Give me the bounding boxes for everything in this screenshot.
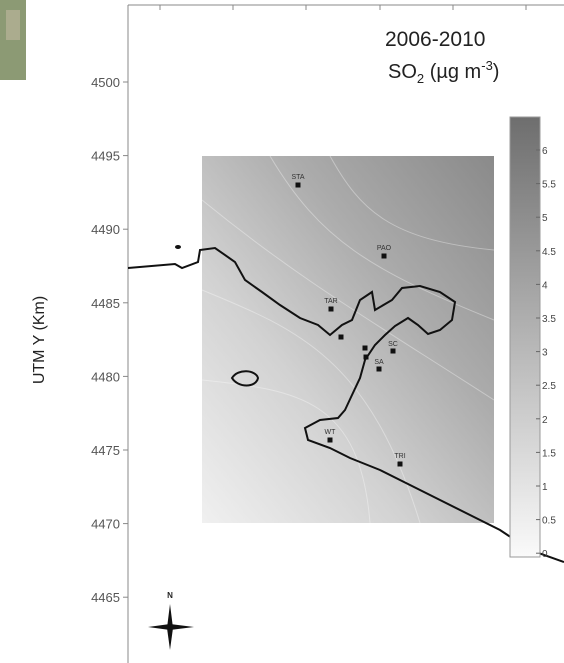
stations: STA PAO TAR WT TRI SA SC: [291, 174, 406, 467]
y-axis: 4500 4495 4490 4485 4480 4475 4470 4465: [91, 75, 128, 605]
y-tick-label: 4475: [91, 443, 120, 458]
colorbar-ticks: 6 5.5 5 4.5 4 3.5 3 2.5 2 1.5 1 0.5 0: [536, 146, 556, 560]
unit-exponent: -3: [481, 58, 493, 73]
colorbar-label: 5.5: [542, 180, 556, 191]
island: [230, 370, 260, 387]
y-tick-label: 4495: [91, 149, 120, 164]
islet: [175, 245, 181, 249]
station-marker: [327, 437, 333, 443]
y-tick-label: 4490: [91, 222, 120, 237]
y-tick-label: 4465: [91, 590, 120, 605]
y-tick-label: 4485: [91, 296, 120, 311]
station-marker: [338, 334, 344, 340]
colorbar-label: 2: [542, 415, 548, 426]
y-axis-label: UTM Y (Km): [31, 296, 48, 384]
north-label: N: [167, 591, 173, 600]
station-label: TAR: [324, 298, 337, 305]
station-marker: [363, 354, 369, 360]
concentration-field: [202, 156, 494, 523]
pollutant-unit: SO2 (µg m-3): [388, 58, 499, 86]
colorbar-label: 4: [542, 280, 548, 291]
colorbar-label: 6: [542, 146, 548, 157]
station-label: PAO: [377, 245, 392, 252]
station-label: TRI: [394, 453, 405, 460]
colorbar-label: 2.5: [542, 381, 556, 392]
colorbar: [509, 116, 541, 558]
colorbar-label: 0.5: [542, 516, 556, 527]
photo-detail: [6, 10, 20, 40]
y-tick-label: 4480: [91, 369, 120, 384]
colorbar-label: 4.5: [542, 247, 556, 258]
pollutant-subscript: 2: [417, 71, 424, 86]
top-ticks: [159, 5, 527, 10]
colorbar-label: 3: [542, 348, 548, 359]
station-marker: [295, 182, 301, 188]
colorbar-label: 1: [542, 482, 548, 493]
station-label: SA: [374, 359, 384, 366]
y-tick-label: 4470: [91, 517, 120, 532]
colorbar-label: 3.5: [542, 314, 556, 325]
station-label: SC: [388, 341, 398, 348]
pollutant-name: SO: [388, 61, 417, 83]
coastline: [128, 246, 564, 563]
station-marker: [328, 306, 334, 312]
station-marker: [381, 253, 387, 259]
colorbar-label: 0: [542, 549, 548, 560]
station-label: WT: [325, 429, 337, 436]
y-tick-label: 4500: [91, 75, 120, 90]
colorbar-label: 1.5: [542, 448, 556, 459]
station-marker: [362, 345, 368, 351]
station-marker: [397, 461, 403, 467]
north-arrow: N: [148, 591, 194, 650]
station-marker: [390, 348, 396, 354]
station-label: STA: [291, 174, 304, 181]
period: 2006-2010: [385, 28, 485, 51]
unit-close: ): [493, 61, 500, 83]
station-marker: [376, 366, 382, 372]
unit: (µg m: [424, 61, 481, 83]
colorbar-label: 5: [542, 213, 548, 224]
